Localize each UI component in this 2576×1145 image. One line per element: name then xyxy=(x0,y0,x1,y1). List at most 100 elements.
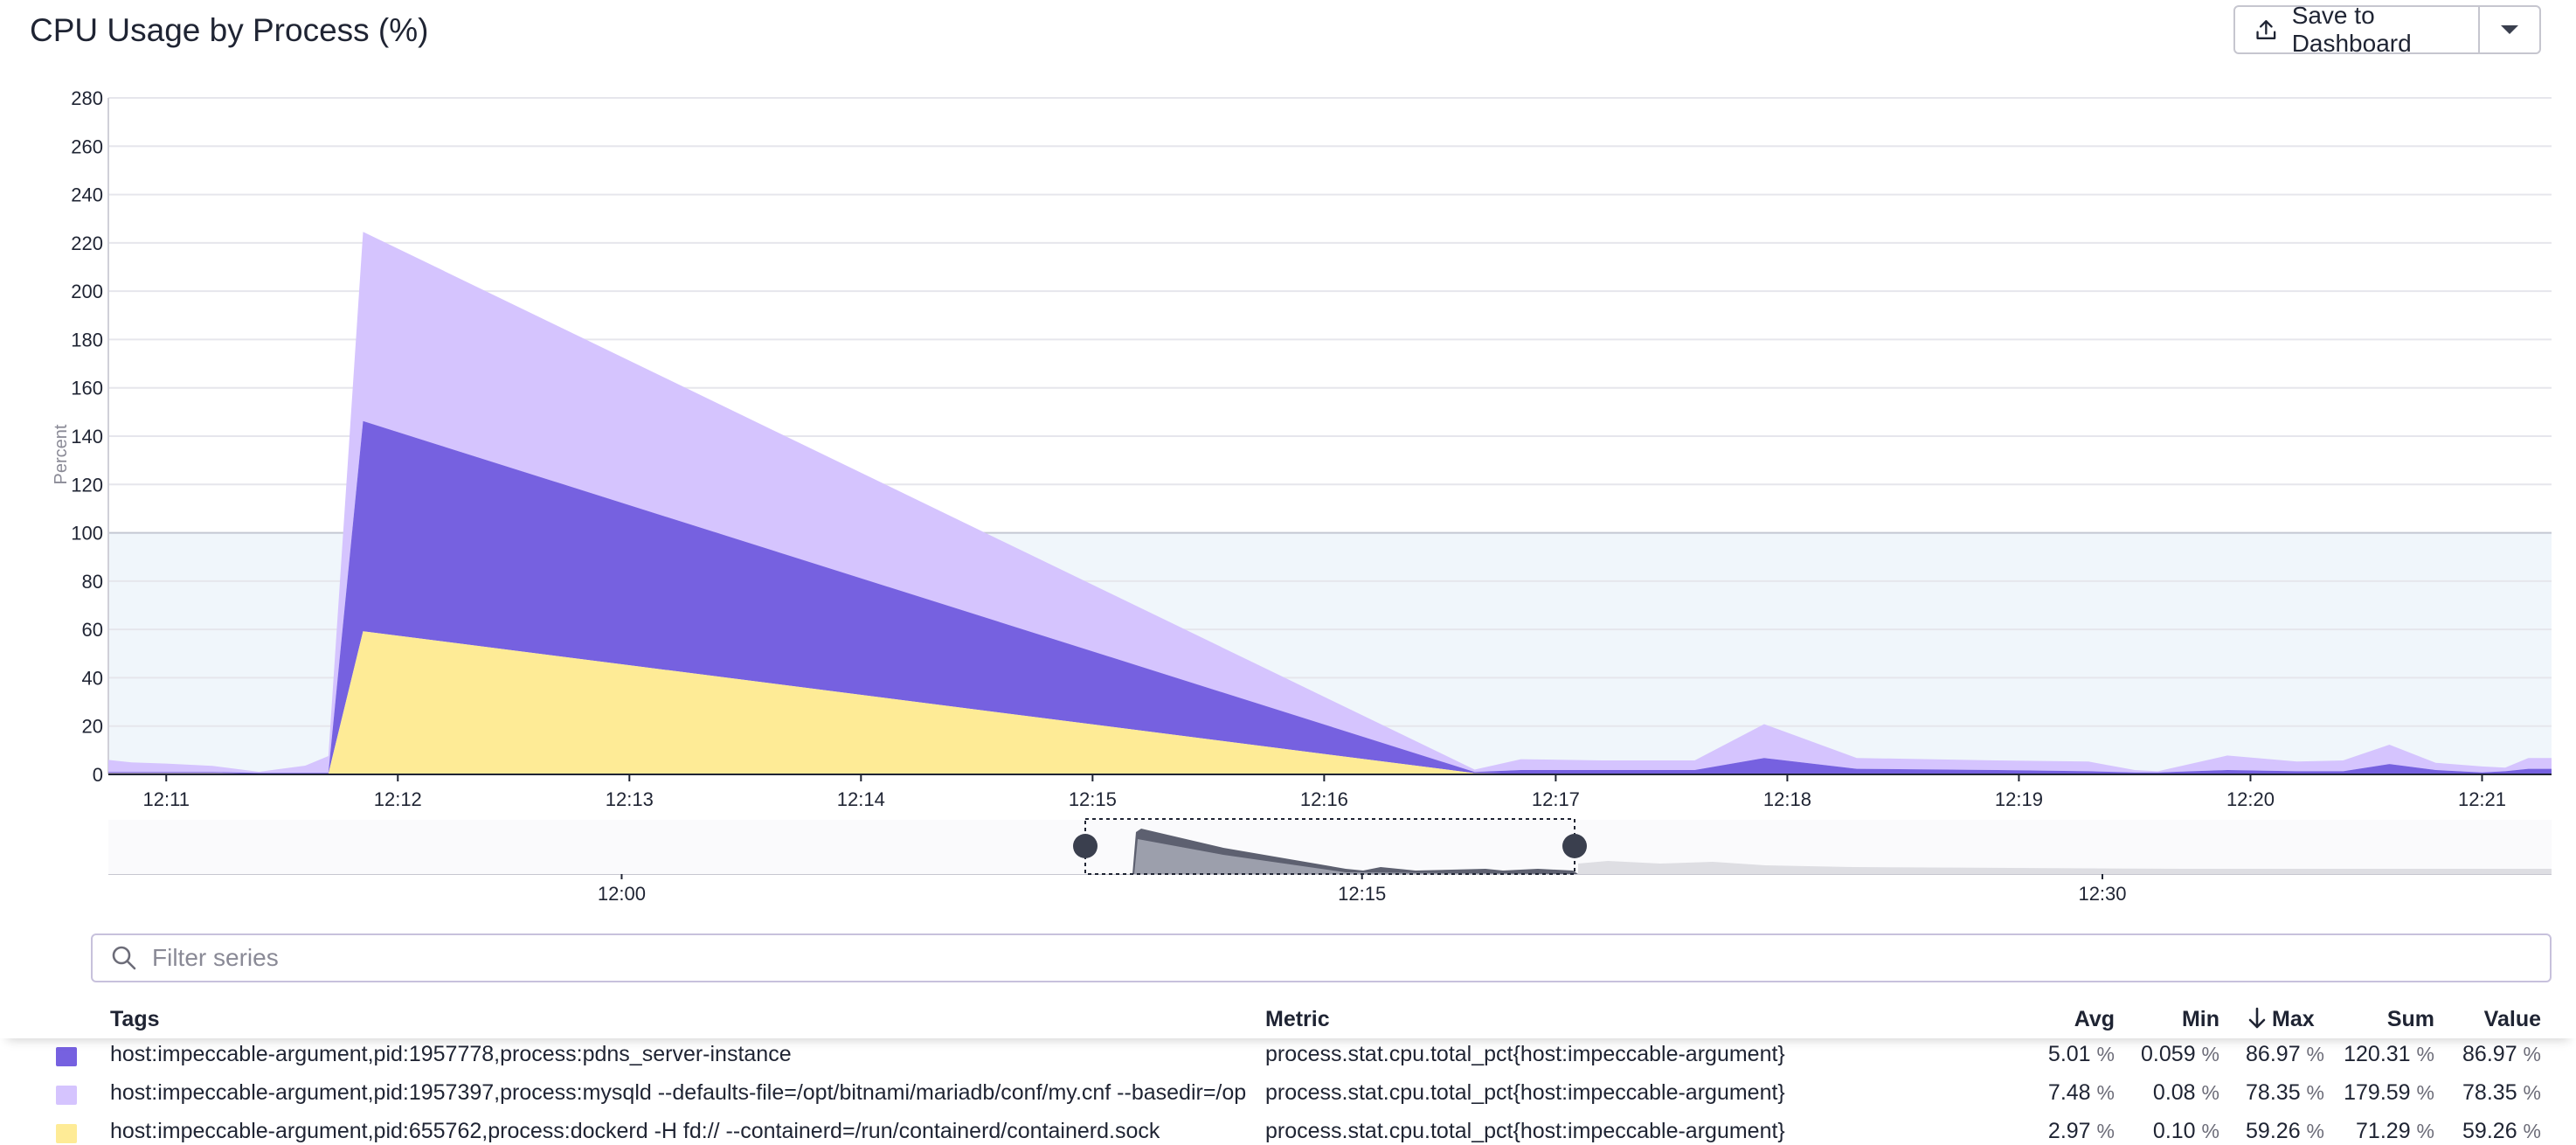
column-header-max[interactable]: Max xyxy=(2247,1007,2335,1032)
series-sum-value: 179.59 xyxy=(2344,1080,2411,1105)
time-navigator[interactable]: 12:00 12:15 12:30 xyxy=(0,813,2576,918)
filter-series-input[interactable] xyxy=(152,944,2424,972)
series-max-value: 59.26 xyxy=(2246,1119,2301,1143)
x-axis-ticks: 12:11 12:12 12:13 12:14 12:15 12:16 12:17 12:18… xyxy=(108,774,2552,810)
y-tick-label: 240 xyxy=(71,184,103,206)
unit-label: % xyxy=(2201,1120,2219,1142)
navigator-left-handle[interactable] xyxy=(1073,834,1098,858)
x-tick-label: 12:11 xyxy=(143,788,190,810)
chart-series-areas xyxy=(108,232,2552,774)
column-header-min[interactable]: Min xyxy=(2181,1007,2219,1031)
x-tick-label: 12:18 xyxy=(1763,788,1811,810)
upload-icon xyxy=(2256,20,2276,39)
y-tick-label: 0 xyxy=(93,764,103,786)
series-value-value: 78.35 xyxy=(2462,1080,2517,1105)
x-tick-label: 12:20 xyxy=(2226,788,2275,810)
column-header-max-label: Max xyxy=(2272,1007,2315,1031)
unit-label: % xyxy=(2416,1081,2434,1104)
series-value: 59.26 % xyxy=(2436,1119,2541,1144)
unit-label: % xyxy=(2306,1120,2324,1142)
page-title: CPU Usage by Process (%) xyxy=(30,12,429,48)
unit-label: % xyxy=(2201,1081,2219,1104)
save-to-dashboard-button[interactable]: Save to Dashboard xyxy=(2235,2,2478,57)
y-tick-label: 60 xyxy=(82,619,103,641)
navigator-right-handle[interactable] xyxy=(1562,834,1587,858)
y-tick-label: 120 xyxy=(71,474,103,496)
save-options-dropdown[interactable] xyxy=(2478,7,2539,52)
navigator-ticks: 12:00 12:15 12:30 xyxy=(598,874,2127,905)
column-header-metric[interactable]: Metric xyxy=(1265,1007,1330,1031)
navigator-tick-label: 12:00 xyxy=(598,883,646,905)
y-axis-ticks: 0 20 40 60 80 100 120 140 160 180 200 220 240 260 280 xyxy=(71,87,103,786)
series-sum-value: 71.29 xyxy=(2356,1119,2411,1143)
y-tick-label: 280 xyxy=(71,87,103,109)
series-area-2[interactable] xyxy=(108,420,2552,774)
y-tick-label: 20 xyxy=(82,716,103,738)
unit-label: % xyxy=(2201,1043,2219,1065)
y-tick-label: 140 xyxy=(71,426,103,448)
series-area-1[interactable] xyxy=(108,631,2552,774)
y-tick-label: 220 xyxy=(71,232,103,254)
filter-series-box xyxy=(91,933,2552,982)
series-min: 0.059 % xyxy=(2123,1042,2219,1067)
series-color-swatch xyxy=(56,1047,77,1066)
column-header-avg[interactable]: Avg xyxy=(2074,1007,2115,1031)
unit-label: % xyxy=(2523,1081,2541,1104)
series-sum: 179.59 % xyxy=(2330,1080,2434,1106)
x-tick-label: 12:13 xyxy=(606,788,654,810)
table-row[interactable]: host:impeccable-argument,pid:1957397,pro… xyxy=(0,1075,2576,1114)
navigator-history-sparkline xyxy=(1578,861,2552,874)
series-metric: process.stat.cpu.total_pct{host:impeccab… xyxy=(1265,1119,1785,1143)
series-max: 78.35 % xyxy=(2226,1080,2324,1106)
cpu-usage-chart[interactable]: 020406080100120140160180200220240260280 … xyxy=(0,79,2576,813)
navigator-tick-label: 12:30 xyxy=(2078,883,2126,905)
column-header-sum[interactable]: Sum xyxy=(2386,1007,2434,1031)
series-min-value: 0.08 xyxy=(2152,1080,2196,1105)
column-header-tags[interactable]: Tags xyxy=(110,1007,160,1031)
series-avg: 5.01 % xyxy=(2010,1042,2115,1067)
series-avg-value: 7.48 xyxy=(2047,1080,2091,1105)
unit-label: % xyxy=(2416,1120,2434,1142)
series-tags: host:impeccable-argument,pid:1957778,pro… xyxy=(110,1042,792,1066)
y-tick-label: 160 xyxy=(71,378,103,399)
x-tick-label: 12:14 xyxy=(837,788,885,810)
series-value: 86.97 % xyxy=(2436,1042,2541,1067)
series-max-value: 78.35 xyxy=(2246,1080,2301,1105)
column-header-value[interactable]: Value xyxy=(2483,1007,2541,1031)
x-tick-label: 12:15 xyxy=(1069,788,1117,810)
y-tick-label: 200 xyxy=(71,281,103,302)
series-avg-value: 2.97 xyxy=(2047,1119,2091,1143)
series-avg: 2.97 % xyxy=(2010,1119,2115,1144)
series-value: 78.35 % xyxy=(2436,1080,2541,1106)
unit-label: % xyxy=(2096,1120,2115,1142)
y-tick-label: 260 xyxy=(71,135,103,157)
series-sum: 71.29 % xyxy=(2330,1119,2434,1144)
x-tick-label: 12:12 xyxy=(374,788,422,810)
table-row[interactable]: host:impeccable-argument,pid:1957778,pro… xyxy=(0,1037,2576,1075)
series-min-value: 0.10 xyxy=(2152,1119,2196,1143)
series-max-value: 86.97 xyxy=(2246,1042,2301,1066)
table-row[interactable]: host:impeccable-argument,pid:655762,proc… xyxy=(0,1114,2576,1145)
navigator-selection-window xyxy=(1084,818,1575,875)
x-tick-label: 12:21 xyxy=(2458,788,2506,810)
y-tick-label: 100 xyxy=(71,523,103,545)
y-tick-label: 40 xyxy=(82,667,103,689)
unit-label: % xyxy=(2523,1120,2541,1142)
unit-label: % xyxy=(2306,1081,2324,1104)
series-table-header: Tags Metric Avg Min Max Sum Value xyxy=(0,1003,2576,1038)
series-min-value: 0.059 xyxy=(2141,1042,2196,1066)
save-button-label: Save to Dashboard xyxy=(2291,2,2412,57)
y-tick-label: 80 xyxy=(82,571,103,593)
unit-label: % xyxy=(2096,1043,2115,1065)
series-tags: host:impeccable-argument,pid:655762,proc… xyxy=(110,1119,1160,1143)
series-metric: process.stat.cpu.total_pct{host:impeccab… xyxy=(1265,1042,1785,1066)
series-value-value: 86.97 xyxy=(2462,1042,2517,1066)
series-tags: host:impeccable-argument,pid:1957397,pro… xyxy=(110,1080,1246,1105)
unit-label: % xyxy=(2523,1043,2541,1065)
series-min: 0.08 % xyxy=(2123,1080,2219,1106)
unit-label: % xyxy=(2416,1043,2434,1065)
series-avg-value: 5.01 xyxy=(2047,1042,2091,1066)
series-avg: 7.48 % xyxy=(2010,1080,2115,1106)
series-sum-value: 120.31 xyxy=(2344,1042,2411,1066)
navigator-tick-label: 12:15 xyxy=(1338,883,1386,905)
